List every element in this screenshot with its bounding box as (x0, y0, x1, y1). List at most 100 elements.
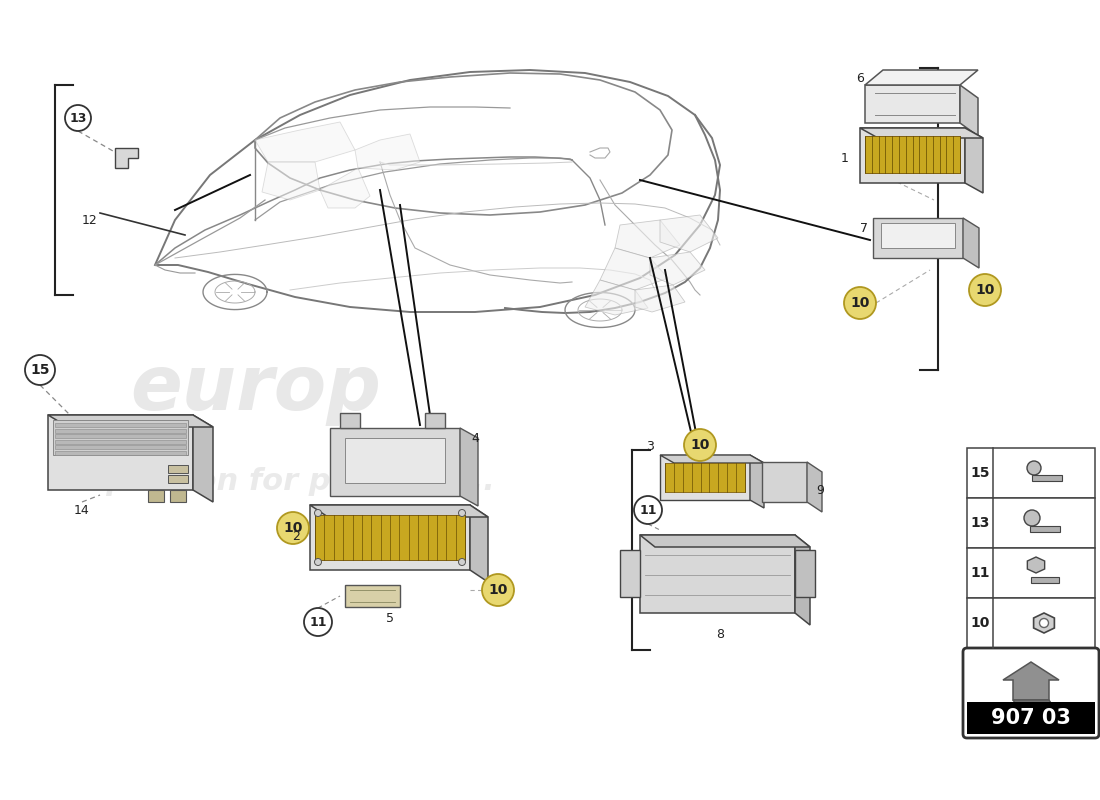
Text: 10: 10 (970, 616, 990, 630)
Polygon shape (860, 128, 983, 138)
Circle shape (315, 510, 321, 517)
FancyBboxPatch shape (962, 648, 1099, 738)
Polygon shape (170, 490, 186, 502)
Text: 11: 11 (309, 615, 327, 629)
Text: 10: 10 (850, 296, 870, 310)
Polygon shape (865, 70, 978, 85)
Bar (967, 598, 1094, 648)
Circle shape (684, 429, 716, 461)
Circle shape (634, 496, 662, 524)
Polygon shape (55, 423, 186, 427)
Polygon shape (310, 505, 470, 570)
Polygon shape (660, 455, 764, 463)
Bar (967, 448, 1094, 498)
Text: 10: 10 (488, 583, 508, 597)
Text: 7: 7 (860, 222, 868, 234)
Polygon shape (255, 122, 355, 162)
Polygon shape (865, 85, 960, 123)
Polygon shape (48, 415, 192, 490)
Text: a passion for parts inc...: a passion for parts inc... (75, 467, 495, 496)
Polygon shape (635, 285, 685, 312)
Polygon shape (340, 413, 360, 428)
Polygon shape (1003, 662, 1059, 700)
Text: 907 03: 907 03 (991, 708, 1071, 728)
Polygon shape (881, 223, 955, 248)
Polygon shape (807, 462, 822, 512)
Text: 11: 11 (639, 503, 657, 517)
Polygon shape (262, 162, 320, 200)
Circle shape (1040, 618, 1048, 627)
Text: 10: 10 (976, 283, 994, 297)
Polygon shape (1027, 557, 1045, 573)
Text: 11: 11 (970, 566, 990, 580)
Polygon shape (310, 505, 488, 517)
Text: 10: 10 (691, 438, 710, 452)
Polygon shape (660, 455, 750, 500)
Circle shape (315, 558, 321, 566)
Polygon shape (795, 535, 810, 625)
Text: 12: 12 (82, 214, 98, 226)
Circle shape (1027, 461, 1041, 475)
Text: 13: 13 (970, 516, 990, 530)
Polygon shape (355, 134, 420, 170)
Circle shape (65, 105, 91, 131)
Polygon shape (585, 280, 648, 315)
Polygon shape (1031, 577, 1059, 583)
Text: 1: 1 (842, 151, 849, 165)
Polygon shape (1032, 475, 1062, 481)
Text: 10: 10 (284, 521, 302, 535)
Polygon shape (55, 445, 186, 449)
Polygon shape (620, 550, 640, 597)
Polygon shape (795, 550, 815, 597)
Circle shape (459, 510, 465, 517)
Circle shape (459, 558, 465, 566)
Polygon shape (660, 215, 718, 252)
Polygon shape (615, 220, 680, 258)
Circle shape (25, 355, 55, 385)
Bar (967, 702, 1094, 734)
Text: 9: 9 (816, 483, 824, 497)
Polygon shape (148, 490, 164, 502)
Text: 6: 6 (856, 71, 864, 85)
Polygon shape (640, 535, 795, 613)
Text: 2: 2 (293, 530, 300, 543)
Polygon shape (345, 585, 400, 607)
Polygon shape (1030, 526, 1060, 532)
Polygon shape (320, 168, 370, 208)
Polygon shape (460, 428, 478, 506)
Polygon shape (48, 415, 213, 427)
Polygon shape (873, 218, 962, 258)
Polygon shape (116, 148, 138, 168)
Polygon shape (750, 455, 764, 508)
Circle shape (304, 608, 332, 636)
Polygon shape (965, 128, 983, 193)
Polygon shape (865, 136, 960, 173)
Polygon shape (962, 218, 979, 268)
Circle shape (482, 574, 514, 606)
Circle shape (844, 287, 876, 319)
Polygon shape (55, 439, 186, 443)
Text: 8: 8 (716, 629, 724, 642)
Circle shape (1024, 510, 1040, 526)
Bar (967, 498, 1094, 548)
Polygon shape (960, 85, 978, 136)
Text: 13: 13 (69, 111, 87, 125)
Polygon shape (640, 535, 810, 547)
Polygon shape (860, 128, 965, 183)
Text: 15: 15 (31, 363, 50, 377)
Polygon shape (55, 429, 186, 433)
Circle shape (969, 274, 1001, 306)
Polygon shape (55, 450, 186, 454)
Polygon shape (470, 505, 488, 582)
Polygon shape (666, 463, 745, 492)
Polygon shape (1013, 700, 1053, 706)
Polygon shape (345, 438, 446, 483)
Text: 15: 15 (970, 466, 990, 480)
Text: 5: 5 (386, 611, 394, 625)
Text: 14: 14 (74, 503, 90, 517)
Polygon shape (53, 420, 188, 455)
Polygon shape (425, 413, 446, 428)
Polygon shape (650, 252, 705, 285)
Circle shape (277, 512, 309, 544)
Bar (967, 548, 1094, 598)
